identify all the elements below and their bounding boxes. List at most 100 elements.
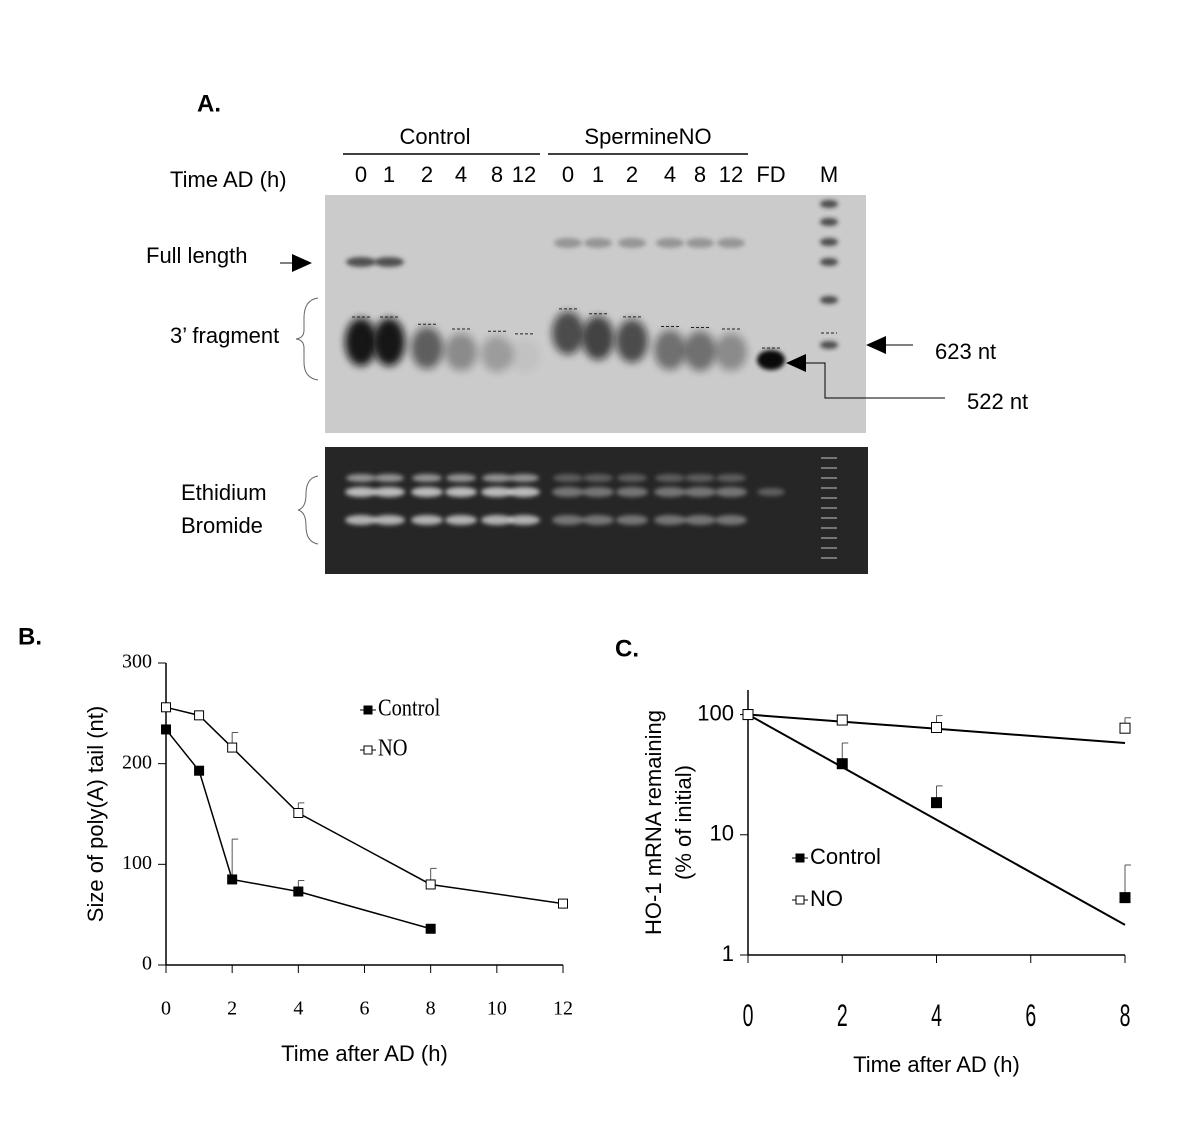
x-tick-label: 6 — [1025, 997, 1036, 1033]
marker — [742, 709, 754, 721]
ladder-band — [820, 238, 838, 246]
arrow — [866, 336, 886, 354]
band-label: Full length — [146, 243, 248, 268]
band — [508, 339, 540, 373]
stain-band — [757, 488, 785, 496]
band — [717, 238, 745, 248]
lane-label: 8 — [694, 162, 706, 187]
trend-line — [747, 713, 1126, 926]
legend-label: NO — [810, 886, 843, 911]
lane-label: 12 — [719, 162, 743, 187]
arrow — [806, 362, 945, 399]
y-tick-label: 100 — [122, 852, 152, 874]
y-tick-label: 200 — [122, 751, 152, 773]
x-tick-label: 2 — [227, 998, 237, 1020]
lane-label: 1 — [383, 162, 395, 187]
stain-band — [583, 474, 613, 482]
brace — [297, 475, 319, 545]
band — [345, 318, 377, 366]
legend-label: NO — [378, 734, 407, 761]
group-label: Control — [400, 124, 471, 149]
band — [481, 336, 513, 372]
gel-stain — [325, 447, 868, 574]
lane-label: 4 — [455, 162, 467, 187]
marker — [227, 742, 238, 753]
ladder-band — [820, 200, 838, 208]
y-axis-label: HO-1 mRNA remaining — [641, 710, 666, 935]
band — [618, 238, 646, 248]
stain-band — [508, 487, 540, 497]
stain-band — [345, 487, 377, 497]
y-axis-label: Size of poly(A) tail (nt) — [83, 706, 108, 922]
panel-label: C. — [615, 635, 639, 662]
band — [616, 319, 648, 363]
stain-band — [373, 515, 405, 525]
x-axis-label: Time after AD (h) — [853, 1052, 1020, 1077]
stain-band — [481, 487, 513, 497]
marker — [931, 722, 942, 734]
x-axis-label: Time after AD (h) — [281, 1041, 448, 1066]
marker — [931, 797, 942, 809]
lane-label: FD — [756, 162, 785, 187]
stain-label: Bromide — [181, 513, 263, 538]
y-tick-label: 1 — [722, 941, 734, 966]
y-tick-label: 0 — [142, 953, 152, 975]
band — [684, 331, 716, 371]
ladder-band — [820, 296, 838, 304]
marker — [836, 758, 848, 770]
marker — [1119, 722, 1131, 734]
marker — [425, 879, 436, 890]
band — [374, 257, 404, 267]
error-bar — [231, 838, 239, 880]
legend-marker — [363, 705, 373, 715]
x-tick-label: 12 — [553, 998, 573, 1020]
stain-label: Ethidium — [181, 480, 267, 505]
y-tick-label: 300 — [122, 651, 152, 673]
band — [582, 316, 614, 360]
marker — [836, 714, 848, 726]
marker — [161, 702, 171, 713]
band — [584, 238, 612, 248]
ladder-band — [820, 258, 838, 266]
stain-band — [345, 515, 377, 525]
stain-band — [411, 515, 443, 525]
stain-band — [582, 487, 614, 497]
lane-label: 4 — [664, 162, 676, 187]
stain-band — [616, 515, 648, 525]
band — [373, 318, 405, 366]
stain-band — [411, 487, 443, 497]
legend-marker — [363, 745, 373, 755]
x-tick-label: 0 — [161, 998, 171, 1020]
stain-band — [508, 515, 540, 525]
marker — [227, 874, 238, 885]
panel-label: A. — [197, 90, 221, 117]
stain-band — [552, 515, 584, 525]
stain-band — [553, 474, 583, 482]
stain-band — [445, 487, 477, 497]
marker — [161, 724, 171, 735]
stain-band — [446, 474, 476, 482]
lane-label: 0 — [355, 162, 367, 187]
lane-label: 1 — [592, 162, 604, 187]
x-tick-label: 4 — [293, 998, 303, 1020]
marker-label: 522 nt — [967, 389, 1028, 414]
lane-label: 2 — [626, 162, 638, 187]
row-label: Time AD (h) — [170, 167, 287, 192]
stain-band — [482, 474, 512, 482]
stain-band — [412, 474, 442, 482]
stain-band — [684, 515, 716, 525]
y-axis-label: (% of initial) — [671, 765, 696, 880]
bands — [345, 200, 838, 559]
marker — [1119, 892, 1131, 904]
band — [757, 350, 785, 370]
stain-band — [374, 474, 404, 482]
stain-band — [445, 515, 477, 525]
brace — [295, 297, 319, 381]
arrow — [786, 354, 806, 372]
stain-band — [655, 474, 685, 482]
stain-band — [654, 515, 686, 525]
ladder-band — [820, 218, 838, 226]
stain-band — [509, 474, 539, 482]
band — [411, 327, 443, 369]
